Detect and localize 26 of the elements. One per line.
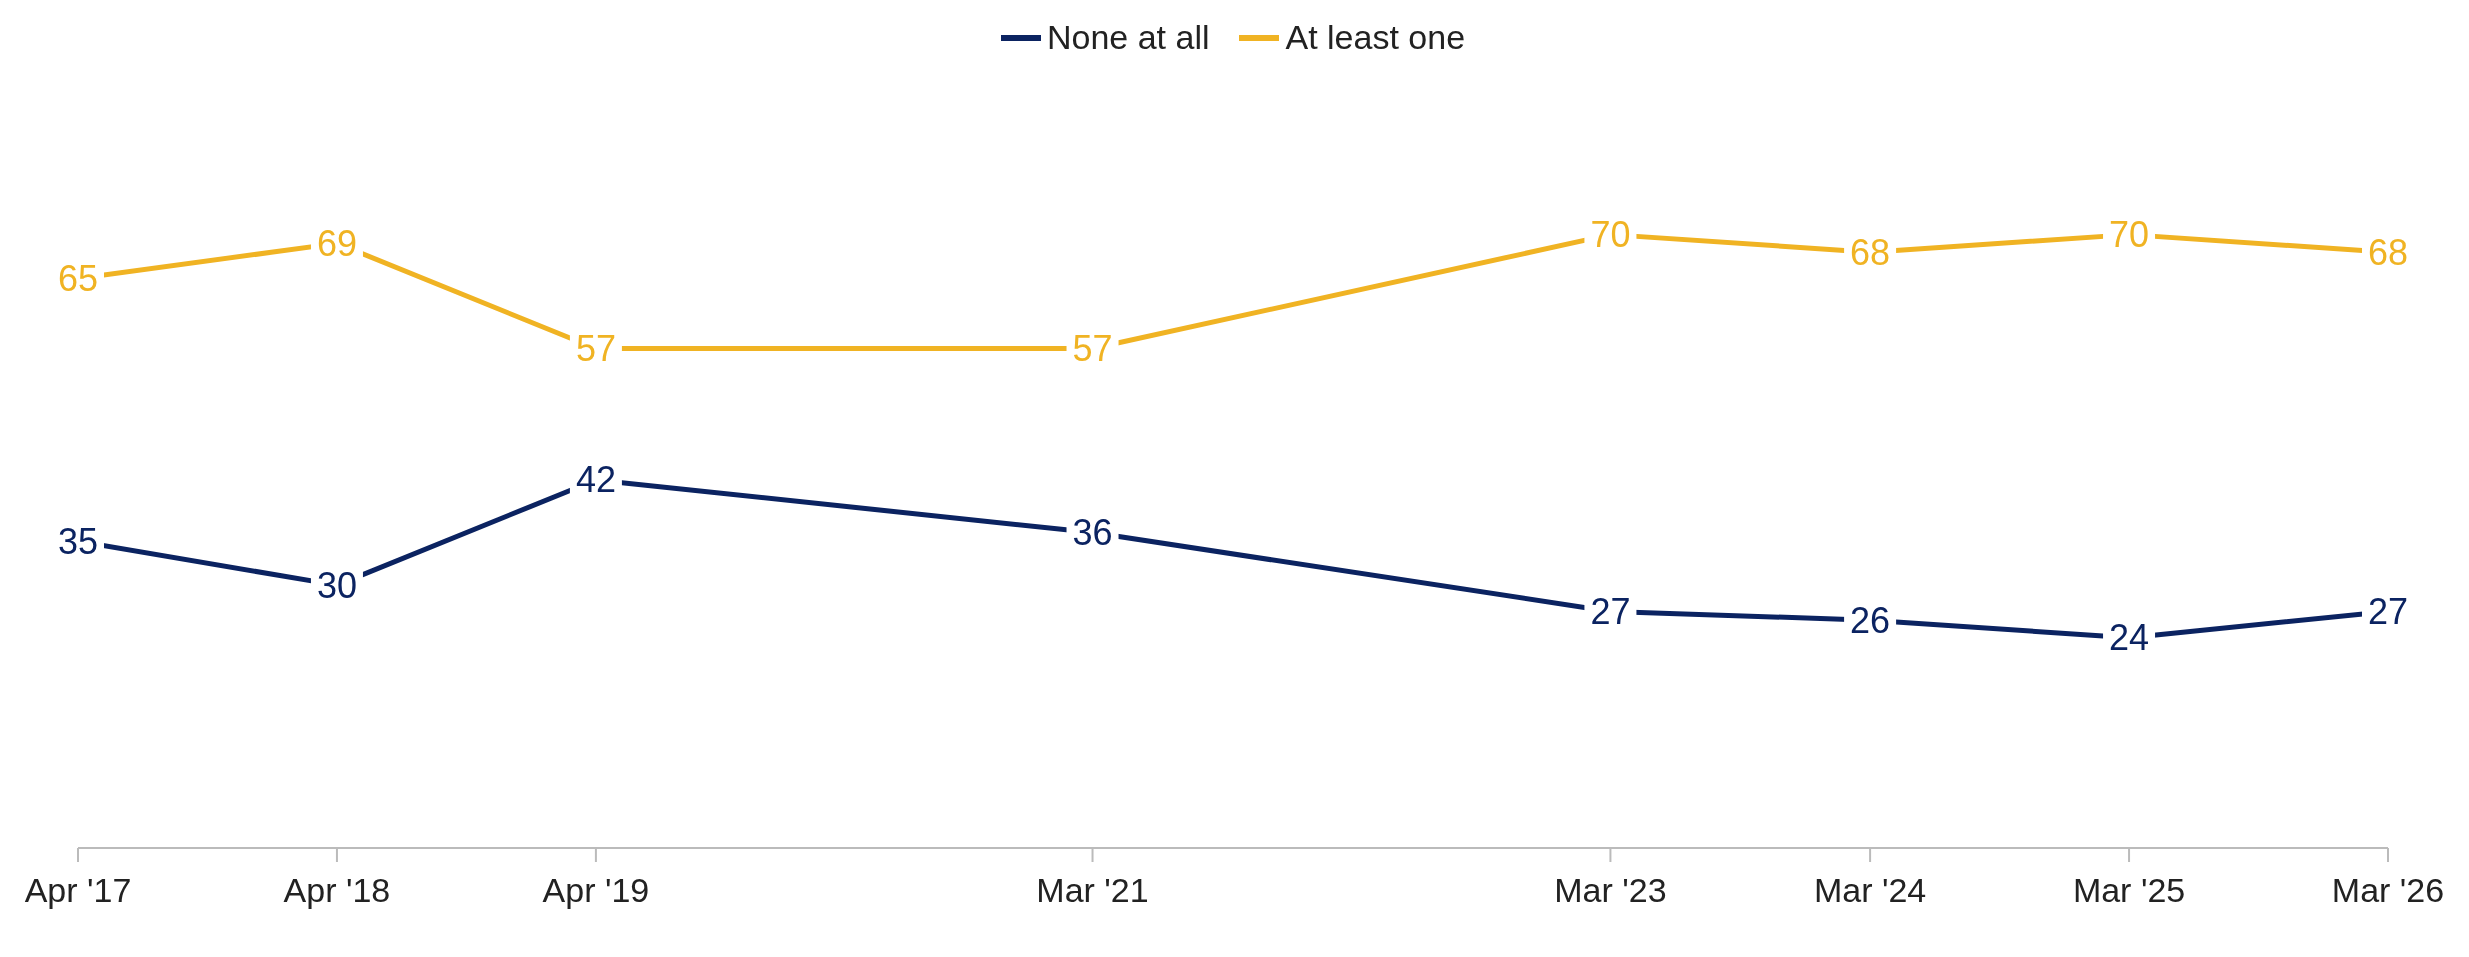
data-label: 36 [1072,512,1113,554]
data-label: 69 [316,222,357,264]
legend-label: At least one [1284,18,1466,57]
data-label: 30 [316,564,357,606]
data-label: 24 [2109,617,2150,659]
x-tick-label: Mar '21 [1036,871,1149,910]
x-tick-label: Apr '18 [283,871,391,910]
data-label: 35 [57,520,99,562]
data-label: 70 [1590,214,1631,256]
x-tick-label: Mar '25 [2072,871,2186,910]
data-label: 57 [575,328,616,370]
x-tick-label: Apr '19 [542,871,650,910]
x-tick-label: Mar '23 [1554,871,1667,910]
data-label: 27 [2367,590,2409,632]
legend-label: None at all [1045,18,1210,57]
data-label: 68 [1850,231,1891,273]
x-tick-label: Apr '17 [24,871,132,910]
data-label: 26 [1850,599,1891,641]
data-label: 57 [1072,328,1113,370]
data-label: 68 [2367,231,2409,273]
data-label: 70 [2109,214,2150,256]
data-label: 27 [1590,590,1631,632]
x-tick-label: Mar '26 [2331,871,2445,910]
data-label: 65 [57,257,99,299]
data-label: 42 [575,459,616,501]
x-tick-label: Mar '24 [1813,871,1927,910]
